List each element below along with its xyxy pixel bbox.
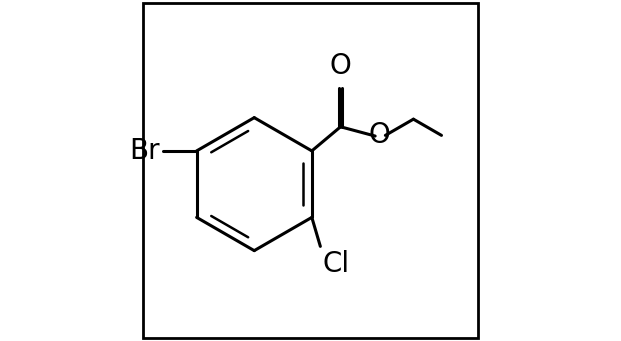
Text: Br: Br bbox=[129, 137, 160, 165]
Text: Cl: Cl bbox=[322, 250, 349, 278]
Text: O: O bbox=[330, 52, 351, 80]
Text: O: O bbox=[368, 121, 390, 149]
